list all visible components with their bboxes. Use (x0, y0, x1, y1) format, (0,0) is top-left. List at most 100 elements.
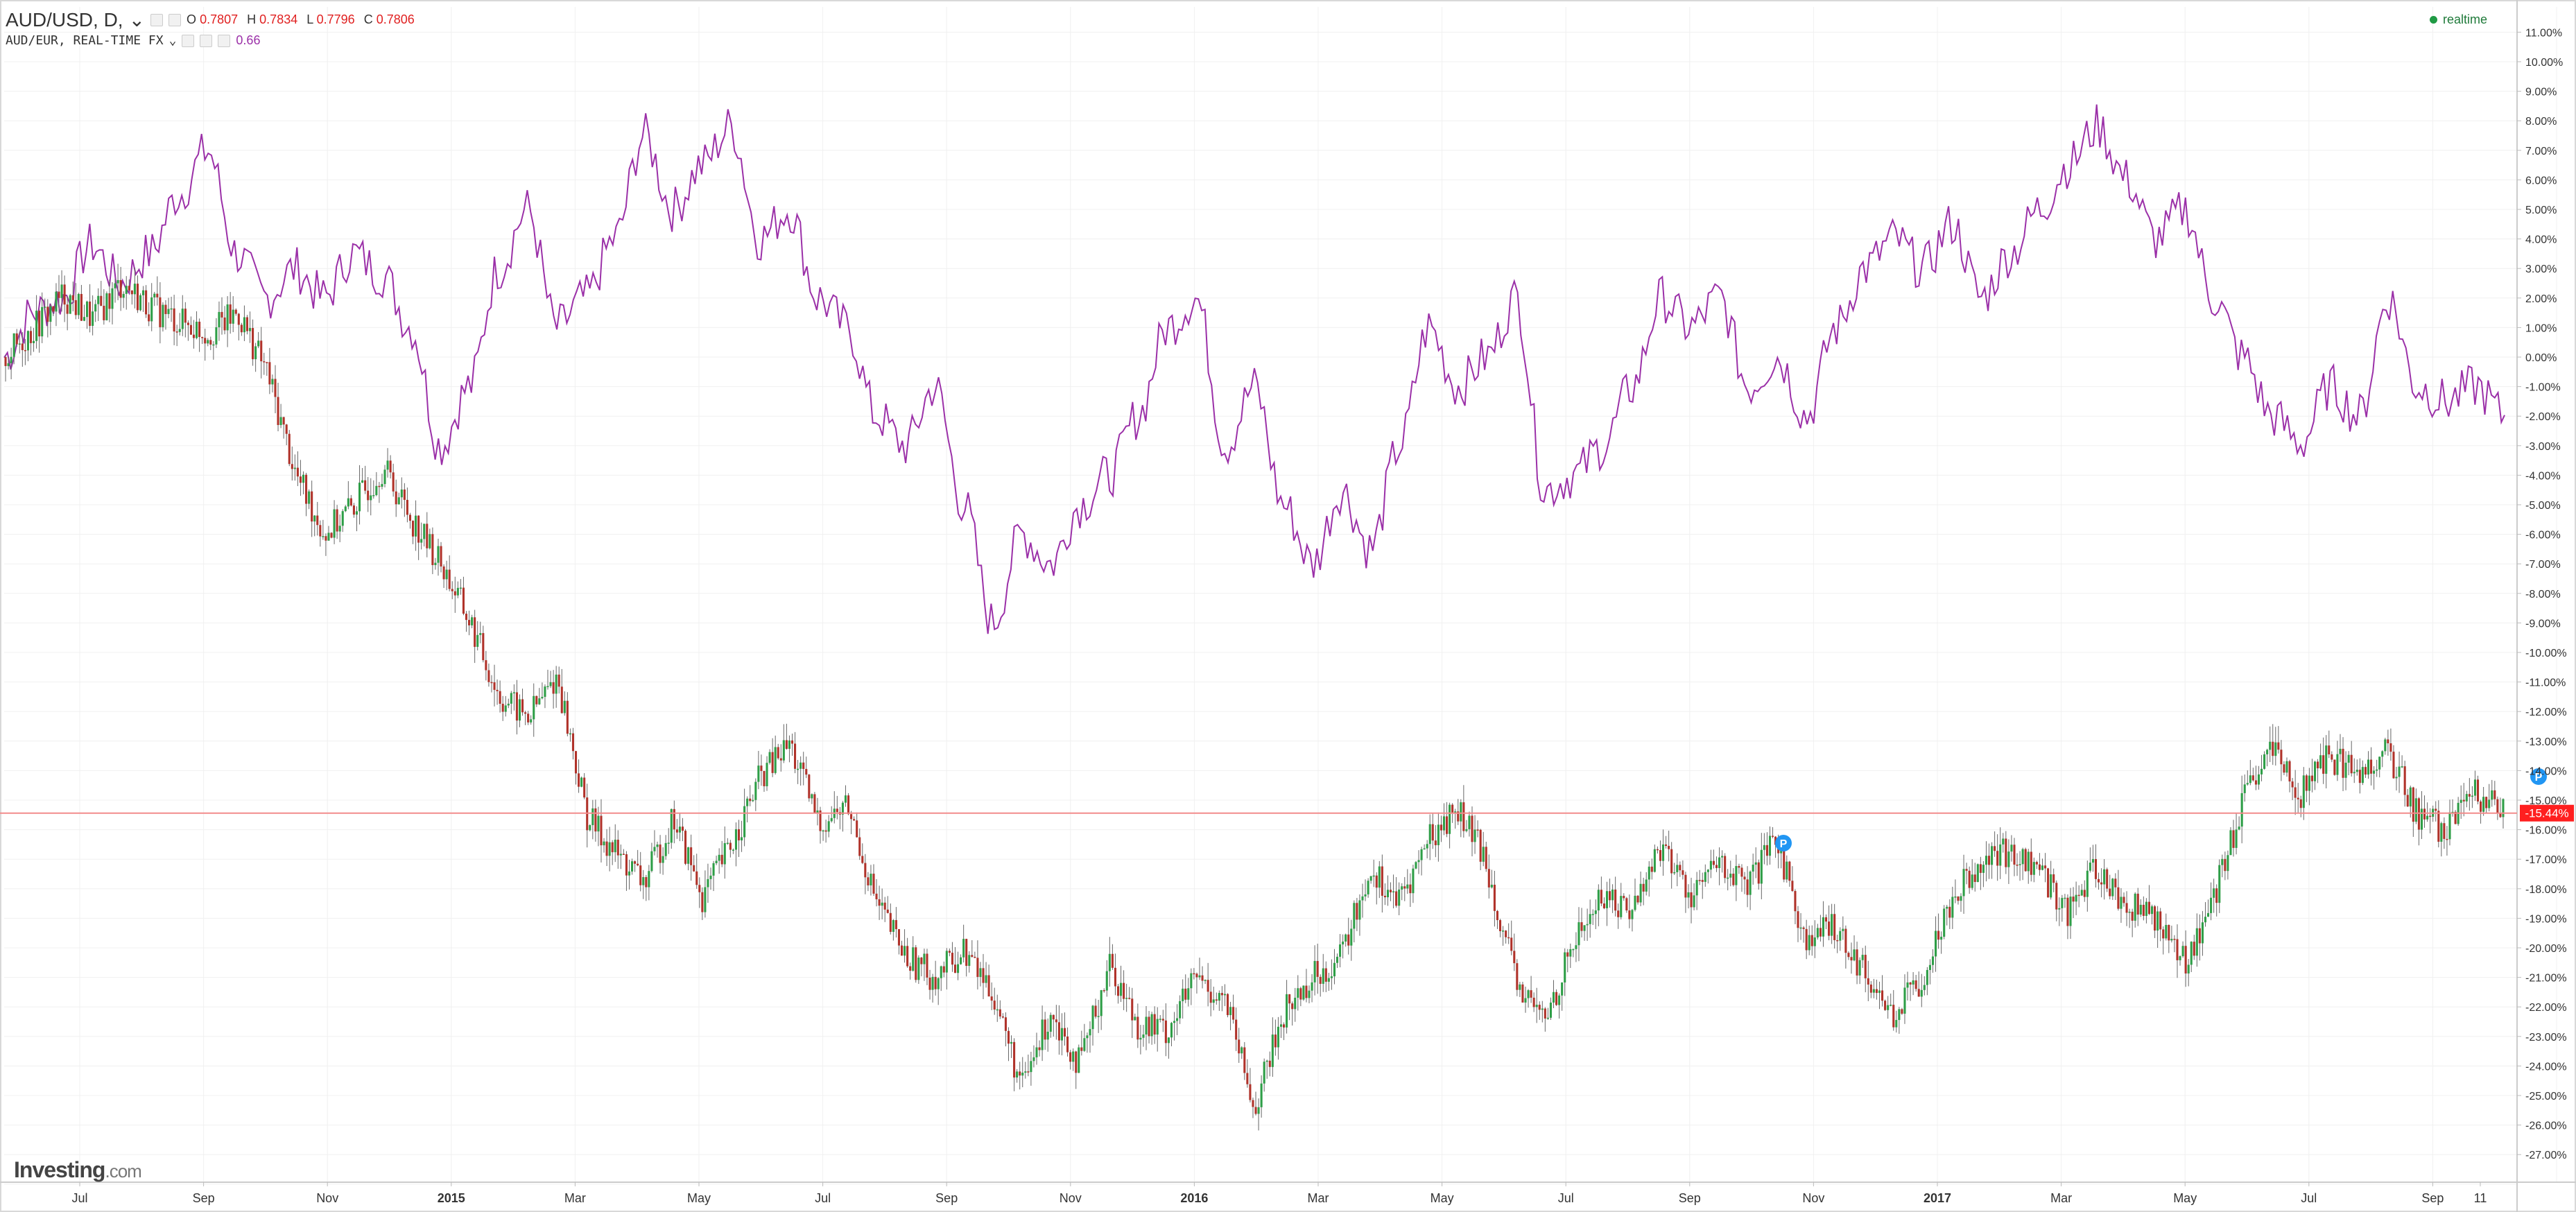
candle-body (2136, 893, 2139, 915)
close-icon[interactable] (218, 34, 231, 47)
candle-body (2005, 838, 2007, 867)
candle-body (2426, 815, 2429, 820)
candle-body (799, 762, 802, 769)
marker-layer[interactable]: PP (1775, 768, 2547, 851)
candle-body (979, 968, 982, 977)
candle-body (2344, 762, 2347, 778)
candle-body (1277, 1026, 1279, 1048)
candle-body (2364, 767, 2367, 775)
candle-body (580, 777, 583, 787)
candle-body (1799, 927, 1802, 929)
candle-body (1066, 1036, 1069, 1053)
candle-body (1943, 908, 1946, 937)
candle-body (397, 497, 400, 505)
candle-body (1350, 928, 1353, 946)
y-tick-label: -27.00% (2525, 1150, 2567, 1161)
candle-body (18, 343, 21, 345)
candle-body (999, 1009, 1001, 1016)
candle-body (2473, 779, 2476, 796)
candle-body (642, 876, 645, 885)
event-marker[interactable] (1775, 835, 1792, 851)
candle-body (530, 719, 533, 722)
candle-body (49, 306, 52, 322)
candle-body (904, 946, 906, 956)
candle-body (333, 509, 336, 538)
brand-logo[interactable]: Investing.com (14, 1157, 142, 1183)
compare-symbol-title[interactable]: AUD/EUR, REAL-TIME FX (6, 33, 164, 48)
candle-body (196, 321, 198, 338)
candle-body (187, 322, 189, 325)
y-tick-label: -1.00% (2525, 382, 2561, 394)
candle-body (1648, 866, 1650, 880)
candle-body (915, 947, 917, 980)
candle-body (533, 695, 535, 720)
candle-body (2156, 911, 2159, 931)
candle-body (1412, 868, 1415, 894)
candle-body (285, 424, 288, 434)
candle-body (1833, 914, 1836, 940)
candle-body (1057, 1022, 1060, 1041)
candle-body (1069, 1052, 1072, 1062)
candle-body (1153, 1014, 1156, 1035)
candle-body (605, 841, 608, 856)
candle-body (462, 587, 465, 614)
y-axis[interactable]: 11.00% 10.00% 9.00% 8.00% 7.00% 6.00% 5.00% 4.0… (2517, 27, 2567, 1161)
candle-body (1996, 851, 1999, 866)
candle-body (1639, 883, 1642, 903)
y-tick-label: -2.00% (2525, 411, 2561, 423)
candle-body (277, 397, 279, 425)
compare-menu-chevron-icon[interactable]: ⌄ (168, 33, 177, 48)
candle-body (538, 698, 541, 704)
candle-body (1740, 867, 1743, 877)
candle-body (408, 514, 412, 521)
candle-body (1156, 1019, 1159, 1035)
candle-body (1987, 856, 1991, 865)
candle-body (2134, 893, 2136, 921)
settings-icon[interactable] (168, 13, 182, 26)
x-tick-label: Nov (1060, 1191, 1082, 1205)
candle-body (136, 284, 139, 311)
symbol-title[interactable]: AUD/USD, D, (6, 8, 123, 31)
candle-body (232, 309, 234, 324)
candle-body (218, 311, 221, 328)
candle-body (1369, 876, 1372, 881)
candle-body (2260, 768, 2263, 774)
candle-body (1263, 1062, 1265, 1084)
x-axis[interactable]: Jul Sep Nov 2015 Mar May Jul Sep Nov 2016 Mar May Ju… (71, 1182, 2487, 1205)
realtime-label: realtime (2442, 12, 2487, 26)
candle-body (2190, 942, 2193, 965)
candle-body (1378, 866, 1381, 888)
candle-body (1611, 889, 1614, 901)
candle-body (2094, 858, 2098, 879)
eye-icon[interactable] (150, 13, 164, 26)
candle-body (1465, 829, 1468, 831)
candle-body (872, 874, 875, 894)
candle-body (1687, 892, 1690, 898)
candle-body (1286, 994, 1288, 1028)
candle-body (1265, 1060, 1268, 1062)
settings-icon[interactable] (200, 34, 213, 47)
candle-body (1417, 860, 1420, 863)
event-marker[interactable] (2530, 768, 2547, 785)
candle-body (1232, 1007, 1235, 1020)
candle-body (1867, 978, 1869, 985)
candle-body (1473, 829, 1476, 842)
candle-body (1173, 1021, 1176, 1023)
candle-body (1572, 949, 1575, 951)
candle-body (60, 284, 63, 298)
candle-body (1732, 874, 1735, 885)
candle-body (847, 795, 850, 815)
symbol-menu-chevron-icon[interactable]: ⌄ (128, 9, 146, 31)
candle-body (344, 506, 347, 512)
candle-body (2440, 823, 2443, 842)
candle-body (726, 842, 729, 845)
candle-body (785, 740, 788, 750)
candle-body (1636, 895, 1639, 903)
candle-body (1735, 865, 1738, 885)
candle-body (1844, 928, 1847, 953)
eye-icon[interactable] (182, 34, 195, 47)
candle-body (153, 293, 156, 297)
candle-body (2111, 878, 2114, 897)
candle-body (1381, 866, 1383, 896)
